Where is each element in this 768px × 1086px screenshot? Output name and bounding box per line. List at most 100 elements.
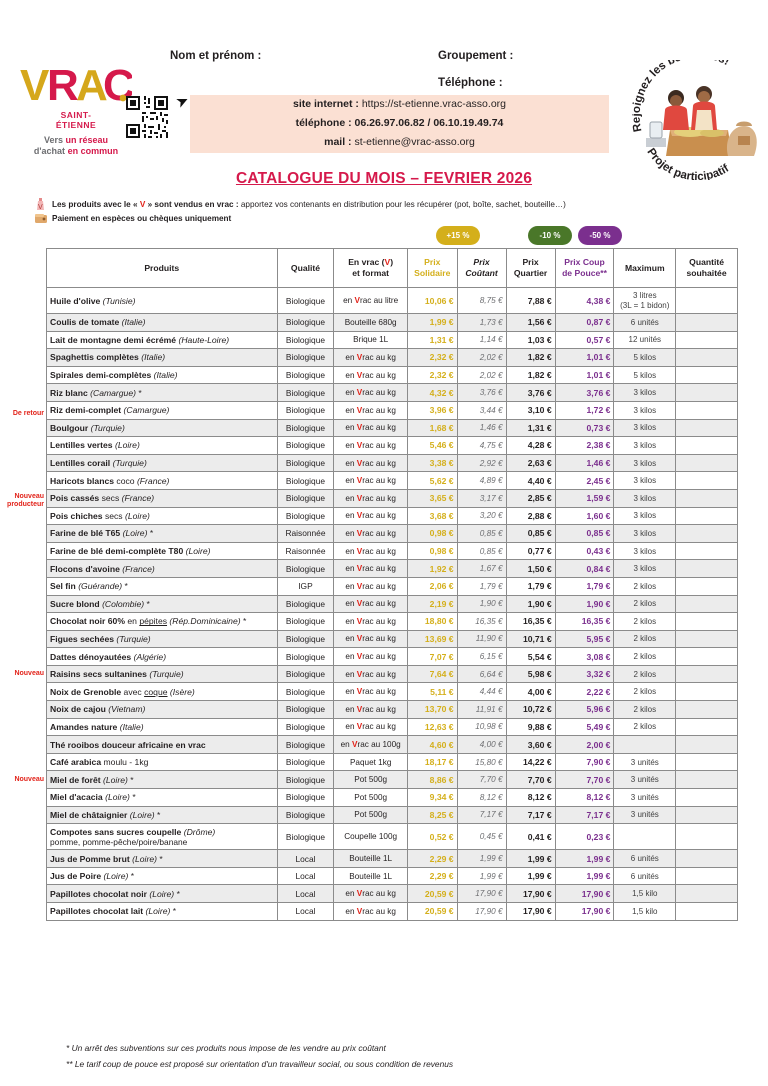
cell-qualite: Biologique (276, 788, 335, 807)
cell-maximum: 3 unités (613, 788, 677, 807)
cell-produit: Thé rooibos douceur africaine en vrac (46, 735, 278, 754)
cell-quantite-souhaitee[interactable] (675, 453, 738, 473)
price-badges: +15 % -10 % -50 % (0, 226, 768, 250)
product-star: * (130, 774, 134, 785)
cell-format: en Vrac au kg (333, 647, 408, 666)
cell-quantite-souhaitee[interactable] (675, 717, 738, 737)
table-row: Dattes dénoyautées (Algérie) Biologique en… (46, 647, 738, 666)
vrac-v-marker: V (356, 616, 363, 626)
product-origin: (Vietnam) (108, 704, 146, 715)
product-origin: (Turquie) (112, 458, 147, 469)
cell-maximum: 6 unités (613, 313, 677, 332)
cell-prix-coup-de-pouce: 17,90 € (554, 902, 615, 921)
product-name: Huile d'olive (50, 295, 101, 306)
cell-quantite-souhaitee[interactable] (675, 735, 738, 754)
table-row: Compotes sans sucres coupelle (Drôme) pom… (46, 823, 738, 851)
contact-tel-value: 06.26.97.06.82 / 06.10.19.49.74 (354, 117, 504, 129)
cell-format: Paquet 1kg (333, 752, 408, 772)
cell-quantite-souhaitee[interactable] (675, 383, 738, 402)
cell-quantite-souhaitee[interactable] (675, 629, 738, 649)
cell-quantite-souhaitee[interactable] (675, 400, 738, 420)
cell-quantite-souhaitee[interactable] (675, 647, 738, 666)
cell-produit: Spirales demi-complètes (Italie) (46, 365, 278, 385)
cell-quantite-souhaitee[interactable] (675, 752, 738, 772)
cell-quantite-souhaitee[interactable] (675, 436, 738, 455)
cell-prix-coutant: 4,00 € (456, 735, 507, 754)
cell-quantite-souhaitee[interactable] (675, 471, 738, 490)
contact-mail-value[interactable]: st-etienne@vrac-asso.org (354, 136, 475, 148)
qr-code-icon[interactable] (126, 96, 168, 138)
cell-quantite-souhaitee[interactable] (675, 849, 738, 868)
catalog-table-body: Huile d'olive (Tunisie) Biologique en Vrac… (46, 287, 738, 921)
table-row: Boulgour (Turquie) Biologique en Vrac au k… (46, 418, 738, 438)
cell-prix-coutant: 2,92 € (456, 453, 507, 473)
cell-prix-quartier: 4,00 € (505, 682, 556, 702)
cell-qualite: Biologique (276, 418, 335, 438)
cell-quantite-souhaitee[interactable] (675, 287, 738, 314)
cell-maximum: 5 kilos (613, 348, 677, 367)
cell-format: en Vrac au kg (333, 436, 408, 455)
cell-prix-solidaire: 3,38 € (406, 453, 458, 473)
cell-quantite-souhaitee[interactable] (675, 902, 738, 921)
product-origin: (Guérande) (78, 581, 123, 592)
col-prix-quartier: Prix Quartier (505, 248, 556, 288)
cell-produit: Sucre blond (Colombie) * (46, 594, 278, 614)
product-star: * (124, 581, 128, 592)
bottle-icon: V (37, 198, 44, 211)
cell-quantite-souhaitee[interactable] (675, 770, 738, 790)
cell-prix-coup-de-pouce: 1,72 € (554, 400, 615, 420)
product-star: * (146, 598, 150, 609)
cell-quantite-souhaitee[interactable] (675, 418, 738, 438)
product-name: Farine de blé T65 (50, 528, 121, 539)
cell-prix-quartier: 2,85 € (505, 488, 556, 508)
note-vrac-bold-b: » sont vendus en vrac : (145, 200, 239, 209)
cell-quantite-souhaitee[interactable] (675, 805, 738, 825)
cell-quantite-souhaitee[interactable] (675, 559, 738, 578)
logo-tagline-1b: un réseau (65, 135, 109, 146)
cell-qualite: Local (276, 884, 335, 903)
product-star: * (242, 616, 247, 627)
table-row: Flocons d'avoine (France) Biologique en Vr… (46, 559, 738, 578)
cell-quantite-souhaitee[interactable] (675, 594, 738, 614)
cell-quantite-souhaitee[interactable] (675, 664, 738, 684)
cell-quantite-souhaitee[interactable] (675, 313, 738, 332)
cell-produit: Huile d'olive (Tunisie) (46, 287, 278, 314)
cell-produit: Compotes sans sucres coupelle (Drôme) pom… (46, 823, 278, 851)
cell-quantite-souhaitee[interactable] (675, 788, 738, 807)
cell-quantite-souhaitee[interactable] (675, 524, 738, 543)
cell-prix-coup-de-pouce: 3,32 € (554, 664, 615, 684)
cell-maximum: 3 unités (613, 770, 677, 790)
cell-format: Bouteille 1L (333, 849, 408, 868)
cell-prix-coutant: 1,46 € (456, 418, 507, 438)
cell-quantite-souhaitee[interactable] (675, 612, 738, 631)
col-pouce-l1: Prix Coup (564, 257, 605, 268)
cell-quantite-souhaitee[interactable] (675, 488, 738, 508)
cell-quantite-souhaitee[interactable] (675, 823, 738, 851)
flag-nouveau-2: Nouveau (14, 776, 44, 783)
cell-quantite-souhaitee[interactable] (675, 541, 738, 561)
catalog-table-head: Produits Qualité En vrac (V) et format P… (46, 248, 738, 288)
product-name: Jus de Poire (50, 871, 102, 882)
cell-quantite-souhaitee[interactable] (675, 866, 738, 886)
product-name: Sucre blond (50, 598, 100, 609)
vrac-v-marker: V (356, 581, 363, 591)
cell-prix-solidaire: 4,32 € (406, 383, 458, 402)
cell-quantite-souhaitee[interactable] (675, 348, 738, 367)
footnotes: * Un arrêt des subventions sur ces produ… (66, 1040, 453, 1072)
cell-quantite-souhaitee[interactable] (675, 506, 738, 526)
cell-prix-quartier: 3,76 € (505, 383, 556, 402)
cell-quantite-souhaitee[interactable] (675, 330, 738, 350)
catalog-header-row: Produits Qualité En vrac (V) et format P… (46, 248, 738, 288)
cell-quantite-souhaitee[interactable] (675, 576, 738, 596)
cell-prix-coup-de-pouce: 1,90 € (554, 594, 615, 614)
cell-quantite-souhaitee[interactable] (675, 700, 738, 719)
cell-quantite-souhaitee[interactable] (675, 682, 738, 702)
vrac-v-marker: V (356, 440, 363, 450)
cell-quantite-souhaitee[interactable] (675, 884, 738, 903)
cell-prix-solidaire: 2,32 € (406, 365, 458, 385)
contact-site-value[interactable]: https://st-etienne.vrac-asso.org (361, 98, 506, 110)
cell-qualite: Biologique (276, 506, 335, 526)
cell-quantite-souhaitee[interactable] (675, 365, 738, 385)
cell-prix-coutant: 0,85 € (456, 541, 507, 561)
note-vrac: V Les produits avec le « V » sont vendus… (34, 198, 684, 212)
